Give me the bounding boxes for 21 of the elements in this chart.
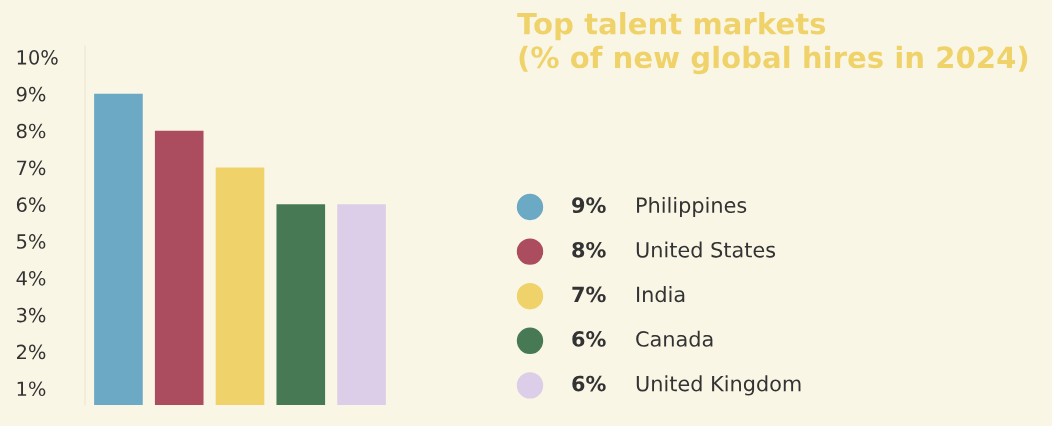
text: Canada bbox=[636, 330, 713, 347]
text: 6% bbox=[572, 331, 606, 347]
text: India bbox=[637, 286, 685, 303]
y-tick-label: 2% bbox=[16, 344, 46, 360]
text: 8% bbox=[572, 241, 606, 258]
y-tick-label: 7% bbox=[17, 160, 46, 176]
y-tick-label: 5% bbox=[17, 234, 46, 249]
y-tick-label: 1% bbox=[17, 381, 46, 397]
text: 6% bbox=[572, 375, 606, 392]
y-tick-label: 6% bbox=[16, 197, 46, 212]
y-tick-label: 3% bbox=[17, 307, 46, 323]
text: Top talent markets (% of new global hires in 2024) bbox=[517, 12, 1028, 75]
y-tick-label: 8% bbox=[16, 123, 46, 139]
y-tick-label: 4% bbox=[16, 270, 46, 286]
text: United Kingdom bbox=[636, 375, 801, 396]
text: 9% bbox=[572, 197, 606, 214]
text: Philippines bbox=[637, 196, 747, 218]
y-tick-label: 10% bbox=[17, 50, 58, 65]
text: United States bbox=[636, 241, 776, 258]
text: 7% bbox=[572, 286, 606, 303]
y-tick-label: 9% bbox=[16, 86, 46, 102]
